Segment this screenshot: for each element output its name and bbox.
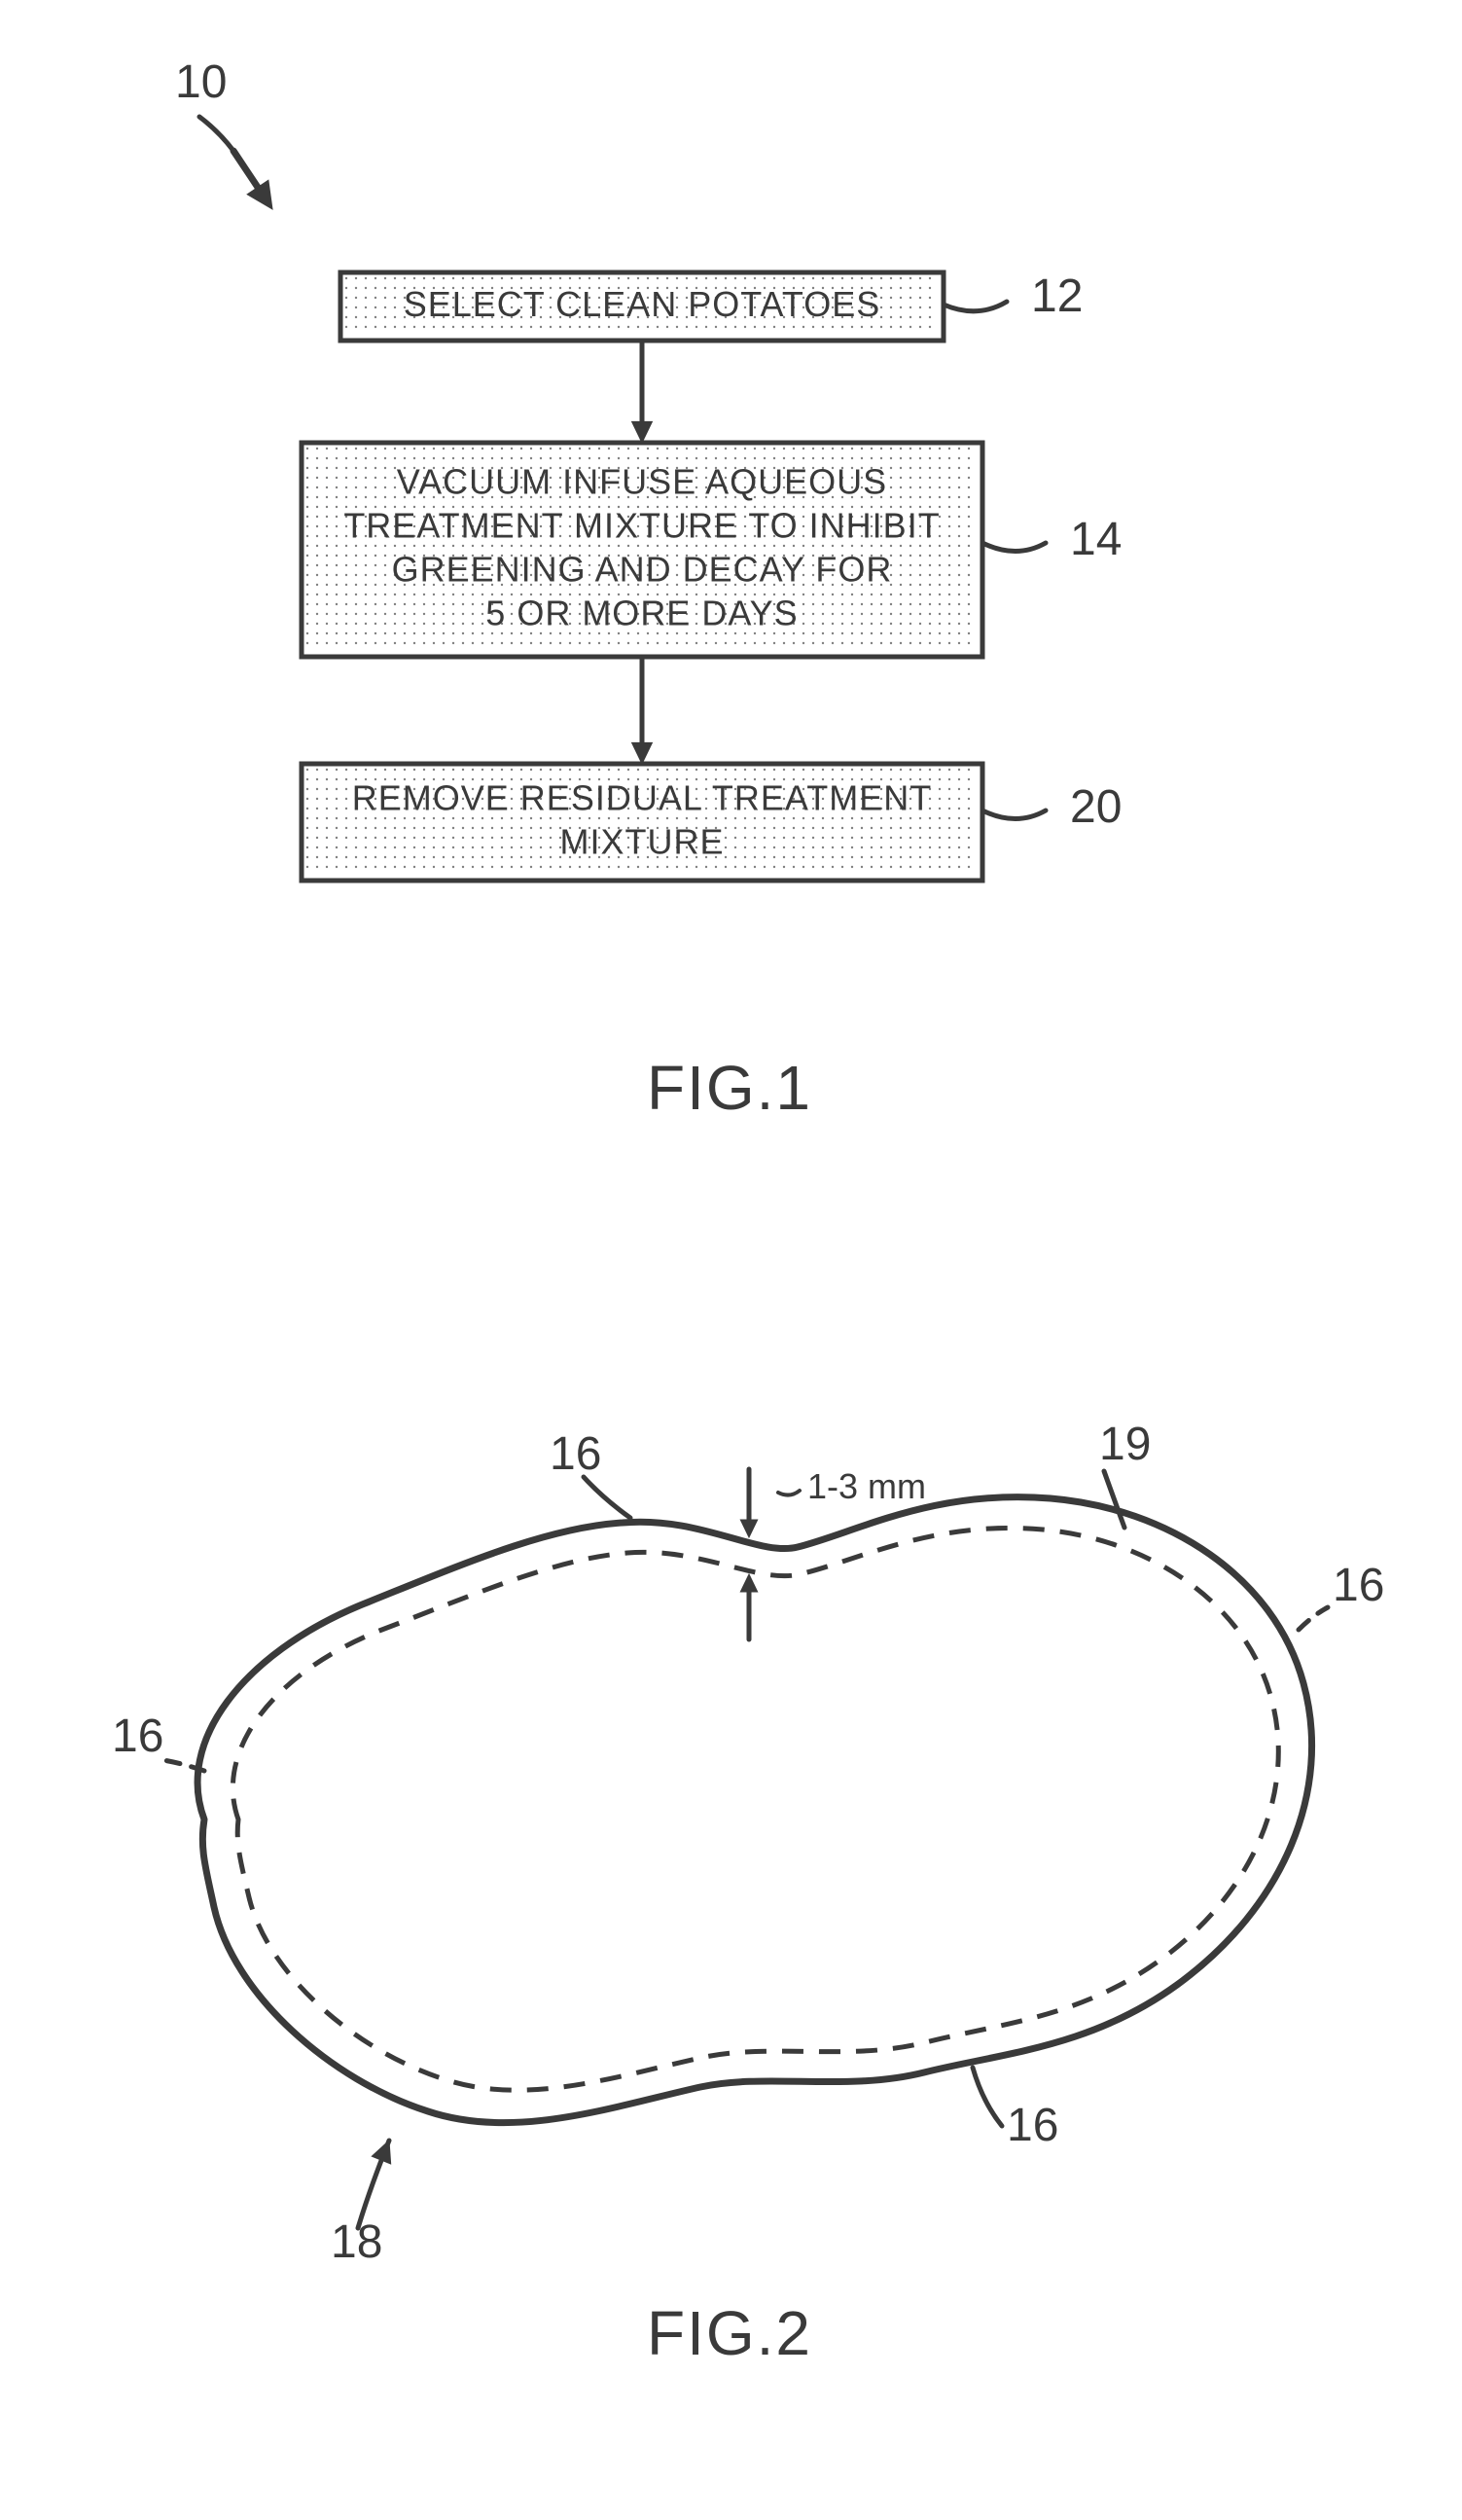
box20-leader — [982, 810, 1046, 819]
box14-line-3: 5 OR MORE DAYS — [485, 593, 798, 632]
box20-line-0: REMOVE RESIDUAL TREATMENT — [352, 777, 932, 817]
box14-ref: 14 — [1070, 514, 1122, 565]
box12-line-0: SELECT CLEAN POTATOES — [404, 284, 880, 324]
box12: SELECT CLEAN POTATOES — [340, 272, 944, 341]
fig2-ref-0: 16 — [550, 1428, 601, 1480]
fig2-caption: FIG.2 — [647, 2298, 812, 2368]
fig2-leader-0 — [584, 1477, 630, 1518]
fig2-ref-1: 19 — [1099, 1419, 1151, 1470]
potato-inner-dashed — [232, 1528, 1278, 2090]
box14-leader — [982, 543, 1046, 552]
fig2-ref-5: 18 — [331, 2216, 382, 2268]
ref-10-label: 10 — [175, 56, 227, 108]
box12-ref: 12 — [1031, 270, 1083, 322]
fig2-leader-2 — [1299, 1607, 1328, 1630]
box20: REMOVE RESIDUAL TREATMENTMIXTURE — [302, 764, 982, 881]
box14: VACUUM INFUSE AQUEOUSTREATMENT MIXTURE T… — [302, 443, 982, 657]
box20-ref: 20 — [1070, 781, 1122, 833]
fig2-ref-3: 16 — [112, 1710, 163, 1762]
box20-line-1: MIXTURE — [560, 821, 725, 861]
fig1-caption: FIG.1 — [647, 1053, 812, 1123]
fig2-leader-4 — [973, 2068, 1002, 2126]
fig2-leader-1 — [1104, 1471, 1124, 1528]
box14-line-2: GREENING AND DECAY FOR — [392, 549, 893, 589]
box14-line-0: VACUUM INFUSE AQUEOUS — [397, 461, 887, 501]
dim-label: 1-3 mm — [807, 1466, 926, 1506]
ref-10-leader — [199, 117, 233, 151]
box14-line-1: TREATMENT MIXTURE TO INHIBIT — [343, 505, 940, 545]
dim-leader — [778, 1491, 800, 1495]
fig2-ref-4: 16 — [1007, 2100, 1058, 2151]
box12-leader — [944, 302, 1007, 311]
fig2-ref-2: 16 — [1333, 1560, 1384, 1611]
